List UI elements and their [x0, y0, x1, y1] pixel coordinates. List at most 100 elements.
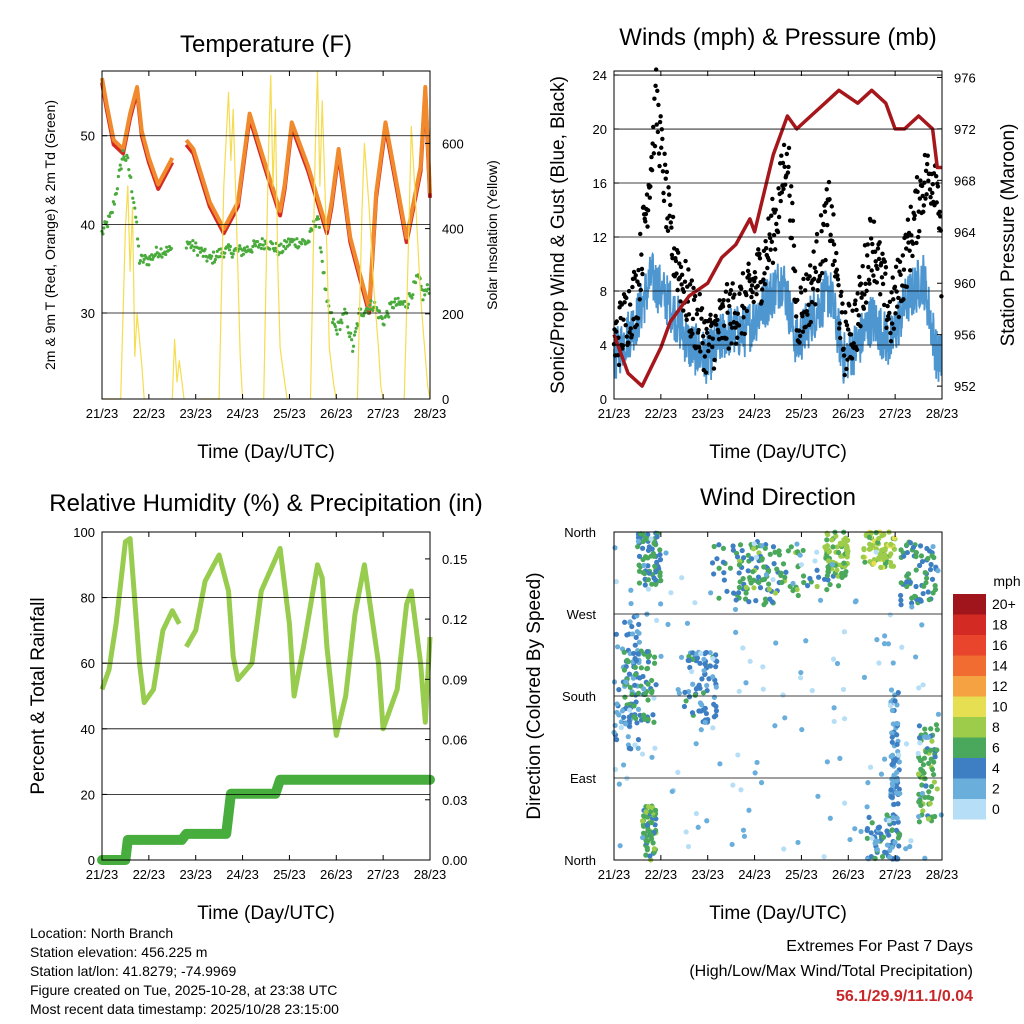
direction-point [864, 804, 870, 810]
direction-point [652, 807, 659, 813]
gust-point [781, 186, 786, 192]
direction-point [753, 554, 760, 560]
gust-point [889, 321, 895, 326]
gust-point [683, 258, 688, 264]
direction-points [611, 529, 944, 863]
dewpoint-point [307, 240, 311, 244]
dewpoint-point [426, 287, 430, 291]
direction-point [734, 554, 741, 560]
gust-point [790, 218, 796, 223]
sonic-wind-line [613, 251, 943, 384]
direction-point [658, 653, 664, 659]
temperature-frame [101, 70, 431, 400]
y2-tick-label: 0.06 [442, 733, 467, 748]
direction-point [629, 631, 636, 637]
direction-point [891, 801, 897, 807]
direction-point [886, 832, 892, 838]
dewpoint-point [354, 326, 358, 330]
dewpoint-point [258, 242, 262, 247]
direction-point [614, 701, 620, 707]
dewpoint-point [322, 271, 326, 275]
direction-point [623, 679, 629, 685]
gust-point [924, 161, 930, 167]
extremes-box: Extremes For Past 7 Days (High/Low/Max W… [689, 934, 973, 1009]
direction-point [644, 649, 650, 655]
direction-point [710, 656, 716, 662]
colorbar-label: 8 [992, 719, 1000, 735]
direction-point [628, 746, 634, 752]
dewpoint-point [169, 246, 173, 251]
gust-point [766, 257, 772, 263]
gust-point [847, 303, 852, 308]
direction-point [827, 581, 833, 588]
y2-tick-label: 0 [442, 392, 449, 407]
direction-point [894, 815, 900, 821]
gust-point [872, 249, 878, 254]
y2-tick-label: 200 [442, 307, 464, 322]
gust-point [806, 302, 811, 308]
direction-point [887, 854, 893, 860]
direction-point [665, 621, 671, 628]
gust-point [827, 197, 832, 202]
gust-point [737, 291, 742, 297]
gust-point [660, 136, 665, 142]
direction-point [911, 593, 918, 599]
direction-point [769, 599, 775, 605]
gust-point [789, 235, 794, 241]
x-tick-label: 26/23 [832, 867, 865, 882]
direction-point [628, 600, 634, 607]
direction-point [760, 664, 766, 670]
direction-point [649, 690, 655, 696]
direction-point [920, 762, 927, 768]
gust-point [614, 319, 619, 324]
direction-point [621, 714, 627, 720]
direction-point [645, 654, 651, 660]
humidity-axes: 0 20 40 60 80 100 0.00 0.03 0.06 0.09 0.12 0.15 21/2… [73, 525, 467, 882]
dewpoint-point [126, 156, 130, 160]
gust-point [928, 194, 933, 200]
direction-point [616, 781, 622, 787]
dewpoint-point [403, 299, 407, 304]
direction-point [713, 652, 719, 658]
gust-point [845, 327, 851, 332]
gust-point [761, 277, 766, 282]
x-tick-label: 26/23 [320, 867, 353, 882]
gust-point [713, 313, 718, 319]
direction-point [929, 738, 935, 744]
direction-point [923, 749, 929, 755]
figure-created: Figure created on Tue, 2025-10-28, at 23… [30, 982, 338, 998]
direction-point [698, 650, 704, 657]
direction-point [636, 580, 643, 586]
gust-point [673, 258, 679, 264]
direction-point [639, 818, 646, 824]
direction-point [730, 543, 736, 549]
gust-point [660, 169, 666, 174]
direction-point [913, 654, 919, 660]
direction-point [898, 597, 904, 603]
direction-point [888, 787, 894, 793]
direction-point [759, 543, 765, 549]
y-tick-label: 24 [593, 68, 607, 83]
gust-point [882, 302, 887, 308]
direction-point [709, 560, 716, 566]
direction-point [766, 581, 772, 587]
direction-point [830, 544, 836, 550]
gust-point [661, 190, 666, 196]
gust-point [727, 303, 732, 309]
gust-point [866, 264, 871, 270]
gust-point [832, 258, 837, 264]
direction-point [704, 682, 710, 689]
direction-point [933, 722, 940, 728]
dewpoint-point [245, 245, 249, 249]
dewpoint-point [410, 296, 414, 300]
gust-point [822, 209, 828, 214]
dewpoint-point [295, 237, 299, 241]
x-tick-label: 26/23 [832, 406, 865, 421]
gust-point [904, 284, 909, 289]
direction-point [923, 575, 930, 581]
direction-point [657, 547, 663, 553]
y2-tick-label: 0.09 [442, 672, 467, 687]
direction-point [905, 571, 912, 577]
direction-point [800, 547, 806, 554]
gust-point [769, 239, 775, 244]
